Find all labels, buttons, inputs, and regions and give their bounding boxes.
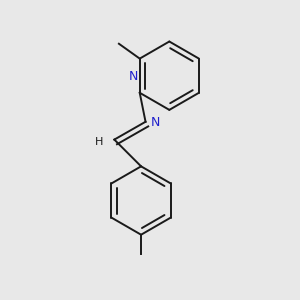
Text: N: N [129, 70, 138, 83]
Text: H: H [95, 137, 103, 147]
Text: N: N [151, 116, 160, 129]
